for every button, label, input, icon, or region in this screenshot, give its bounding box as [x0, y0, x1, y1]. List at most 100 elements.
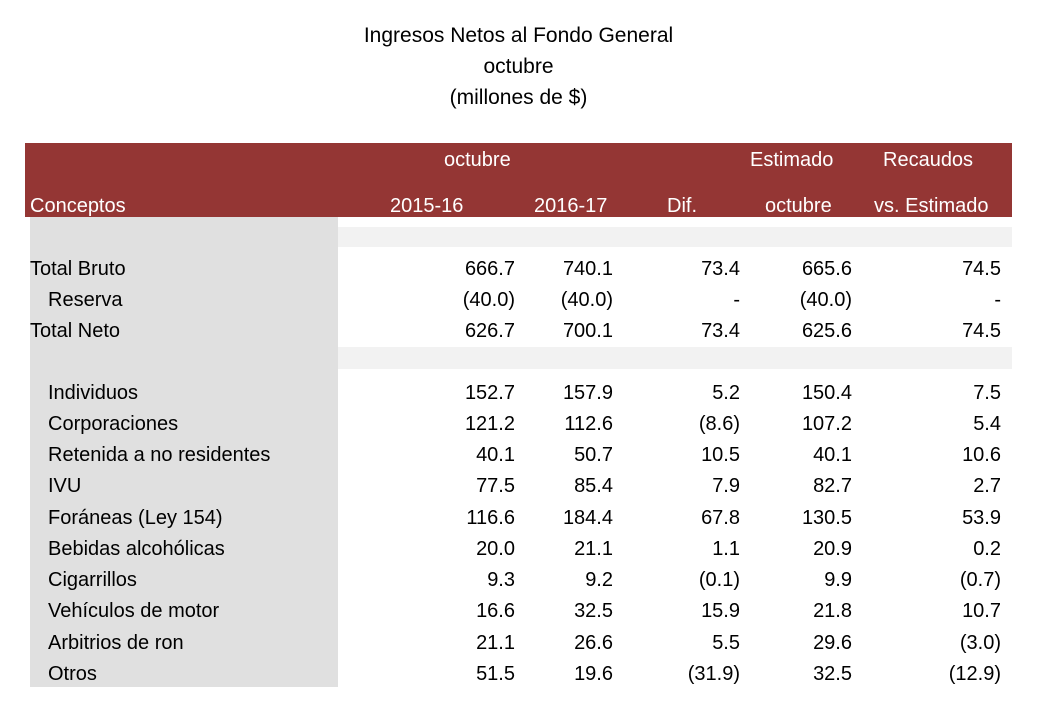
row-label: Vehículos de motor [48, 600, 220, 622]
cell-2015-16: 152.7 [464, 382, 515, 404]
cell-2015-16: 121.2 [464, 413, 515, 435]
cell-vs-estimado: 10.6 [962, 444, 1001, 466]
header-octubre-group: octubre [444, 149, 511, 171]
cell-vs-estimado: 10.7 [962, 600, 1001, 622]
header-estimado-month: octubre [765, 195, 832, 217]
cell-vs-estimado: (12.9) [948, 663, 1001, 685]
cell-estimado: (40.0) [799, 289, 852, 311]
table-row: Retenida a no residentes 40.1 50.7 10.5 40.1… [0, 439, 1037, 470]
spacer-band-2 [338, 347, 1012, 369]
cell-2015-16: 20.0 [476, 538, 515, 560]
table-row: Individuos 152.7 157.9 5.2 150.4 7.5 [0, 377, 1037, 408]
cell-2015-16: 116.6 [466, 507, 515, 529]
table-row: IVU 77.5 85.4 7.9 82.7 2.7 [0, 470, 1037, 501]
table-row: Cigarrillos 9.3 9.2 (0.1) 9.9 (0.7) [0, 564, 1037, 595]
row-label: Total Bruto [30, 258, 126, 280]
table-row: Total Bruto 666.7 740.1 73.4 665.6 74.5 [0, 253, 1037, 284]
cell-dif: 73.4 [701, 320, 740, 342]
cell-vs-estimado: 5.4 [973, 413, 1001, 435]
row-label: Individuos [48, 382, 139, 404]
cell-2016-17: 740.1 [562, 258, 613, 280]
row-label: Reserva [48, 289, 123, 311]
row-label: Corporaciones [48, 413, 179, 435]
title-line-2: octubre [483, 55, 554, 78]
cell-dif: 1.1 [712, 538, 740, 560]
cell-estimado: 625.6 [801, 320, 852, 342]
cell-dif: 7.9 [712, 475, 740, 497]
cell-dif: 5.5 [712, 632, 740, 654]
cell-2016-17: 700.1 [562, 320, 613, 342]
cell-2015-16: 9.3 [487, 569, 515, 591]
cell-vs-estimado: 74.5 [962, 320, 1001, 342]
cell-2015-16: 16.6 [476, 600, 515, 622]
cell-estimado: 130.5 [801, 507, 852, 529]
cell-estimado: 9.9 [824, 569, 852, 591]
cell-2016-17: 157.9 [562, 382, 613, 404]
header-estimado: Estimado [750, 149, 834, 171]
cell-estimado: 29.6 [813, 632, 852, 654]
cell-estimado: 20.9 [813, 538, 852, 560]
cell-vs-estimado: 0.2 [973, 538, 1001, 560]
cell-dif: 73.4 [701, 258, 740, 280]
cell-dif: - [733, 289, 740, 311]
table-row: Arbitrios de ron 21.1 26.6 5.5 29.6 (3.0) [0, 627, 1037, 658]
report-title: Ingresos Netos al Fondo General octubre … [0, 20, 1037, 113]
header-conceptos: Conceptos [30, 195, 126, 217]
cell-2016-17: 26.6 [574, 632, 613, 654]
header-year-2015-16: 2015-16 [390, 195, 464, 217]
cell-estimado: 665.6 [801, 258, 852, 280]
cell-2015-16: 21.1 [476, 632, 515, 654]
cell-dif: (8.6) [698, 413, 740, 435]
cell-vs-estimado: (3.0) [959, 632, 1001, 654]
header-year-2016-17: 2016-17 [534, 195, 608, 217]
row-label: Total Neto [30, 320, 121, 342]
cell-2016-17: 19.6 [574, 663, 613, 685]
label-column-background [30, 217, 338, 687]
cell-estimado: 40.1 [813, 444, 852, 466]
cell-vs-estimado: 74.5 [962, 258, 1001, 280]
row-label: Arbitrios de ron [48, 632, 184, 654]
cell-dif: 10.5 [701, 444, 740, 466]
spacer-band-1 [338, 227, 1012, 247]
cell-estimado: 107.2 [801, 413, 852, 435]
cell-2015-16: 40.1 [476, 444, 515, 466]
table-row: Bebidas alcohólicas 20.0 21.1 1.1 20.9 0.2 [0, 533, 1037, 564]
table-header: octubre Estimado Recaudos Conceptos 2015… [25, 143, 1012, 217]
title-line-3: (millones de $) [449, 86, 588, 109]
row-label: IVU [48, 475, 82, 497]
table-row: Corporaciones 121.2 112.6 (8.6) 107.2 5.4 [0, 408, 1037, 439]
cell-estimado: 82.7 [813, 475, 852, 497]
cell-vs-estimado: (0.7) [959, 569, 1001, 591]
cell-2015-16: 77.5 [476, 475, 515, 497]
row-label: Cigarrillos [48, 569, 137, 591]
row-label: Otros [48, 663, 97, 685]
cell-vs-estimado: 53.9 [962, 507, 1001, 529]
cell-dif: 5.2 [712, 382, 740, 404]
row-label: Bebidas alcohólicas [48, 538, 225, 560]
cell-estimado: 32.5 [813, 663, 852, 685]
table-row: Otros 51.5 19.6 (31.9) 32.5 (12.9) [0, 658, 1037, 689]
row-label: Foráneas (Ley 154) [48, 507, 223, 529]
header-vs-estimado: vs. Estimado [874, 195, 989, 217]
cell-vs-estimado: 7.5 [973, 382, 1001, 404]
cell-2016-17: 21.1 [574, 538, 613, 560]
cell-vs-estimado: - [994, 289, 1001, 311]
cell-estimado: 150.4 [801, 382, 852, 404]
table-row: Foráneas (Ley 154) 116.6 184.4 67.8 130.5 53.… [0, 502, 1037, 533]
header-recaudos: Recaudos [883, 149, 974, 171]
cell-2015-16: 626.7 [464, 320, 515, 342]
title-line-1: Ingresos Netos al Fondo General [363, 24, 674, 47]
cell-dif: (0.1) [698, 569, 740, 591]
cell-2016-17: 85.4 [574, 475, 613, 497]
cell-2016-17: 112.6 [564, 413, 613, 435]
cell-2016-17: 9.2 [585, 569, 613, 591]
table-row: Total Neto 626.7 700.1 73.4 625.6 74.5 [0, 315, 1037, 346]
table-row: Reserva (40.0) (40.0) - (40.0) - [0, 284, 1037, 315]
row-label: Retenida a no residentes [48, 444, 271, 466]
cell-dif: 15.9 [701, 600, 740, 622]
cell-estimado: 21.8 [813, 600, 852, 622]
table-row: Vehículos de motor 16.6 32.5 15.9 21.8 10.7 [0, 595, 1037, 626]
cell-2016-17: 184.4 [562, 507, 613, 529]
cell-2015-16: 666.7 [464, 258, 515, 280]
cell-2016-17: 32.5 [574, 600, 613, 622]
